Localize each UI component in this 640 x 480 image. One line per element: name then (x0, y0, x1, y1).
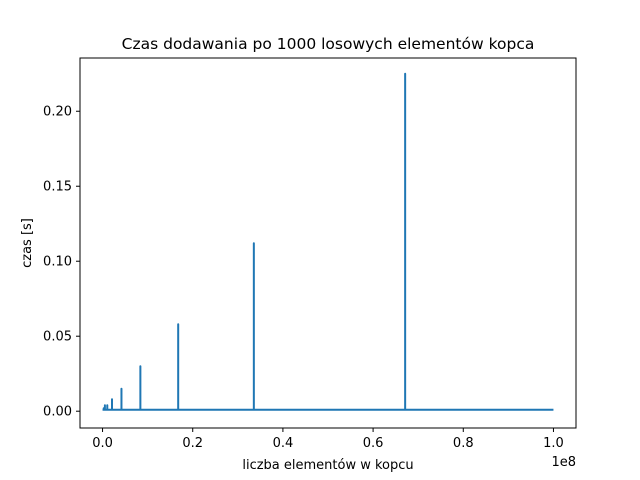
y-tick-label: 0.00 (43, 405, 72, 420)
x-tick-label: 0.6 (363, 436, 384, 451)
x-tick-label: 0.8 (453, 436, 474, 451)
y-axis-label: czas [s] (20, 218, 35, 268)
y-axis-ticks: 0.00 0.05 0.10 0.15 0.20 (43, 105, 80, 420)
y-tick-label: 0.10 (43, 255, 72, 270)
x-axis-ticks: 0.0 0.2 0.4 0.6 0.8 1.0 (92, 428, 564, 451)
y-tick-label: 0.05 (43, 330, 72, 345)
x-tick-label: 0.2 (182, 436, 203, 451)
x-tick-label: 0.0 (92, 436, 113, 451)
plot-area (79, 57, 577, 429)
x-tick-label: 0.4 (273, 436, 294, 451)
series-layer (102, 72, 554, 411)
x-axis-label: liczba elementów w kopcu (242, 458, 413, 473)
y-tick-label: 0.20 (43, 105, 72, 120)
x-axis-offset-label: 1e8 (551, 455, 576, 470)
chart-title: Czas dodawania po 1000 losowych elementó… (122, 35, 535, 53)
y-tick-label: 0.15 (43, 180, 72, 195)
x-tick-label: 1.0 (543, 436, 564, 451)
axes-frame (79, 57, 577, 429)
